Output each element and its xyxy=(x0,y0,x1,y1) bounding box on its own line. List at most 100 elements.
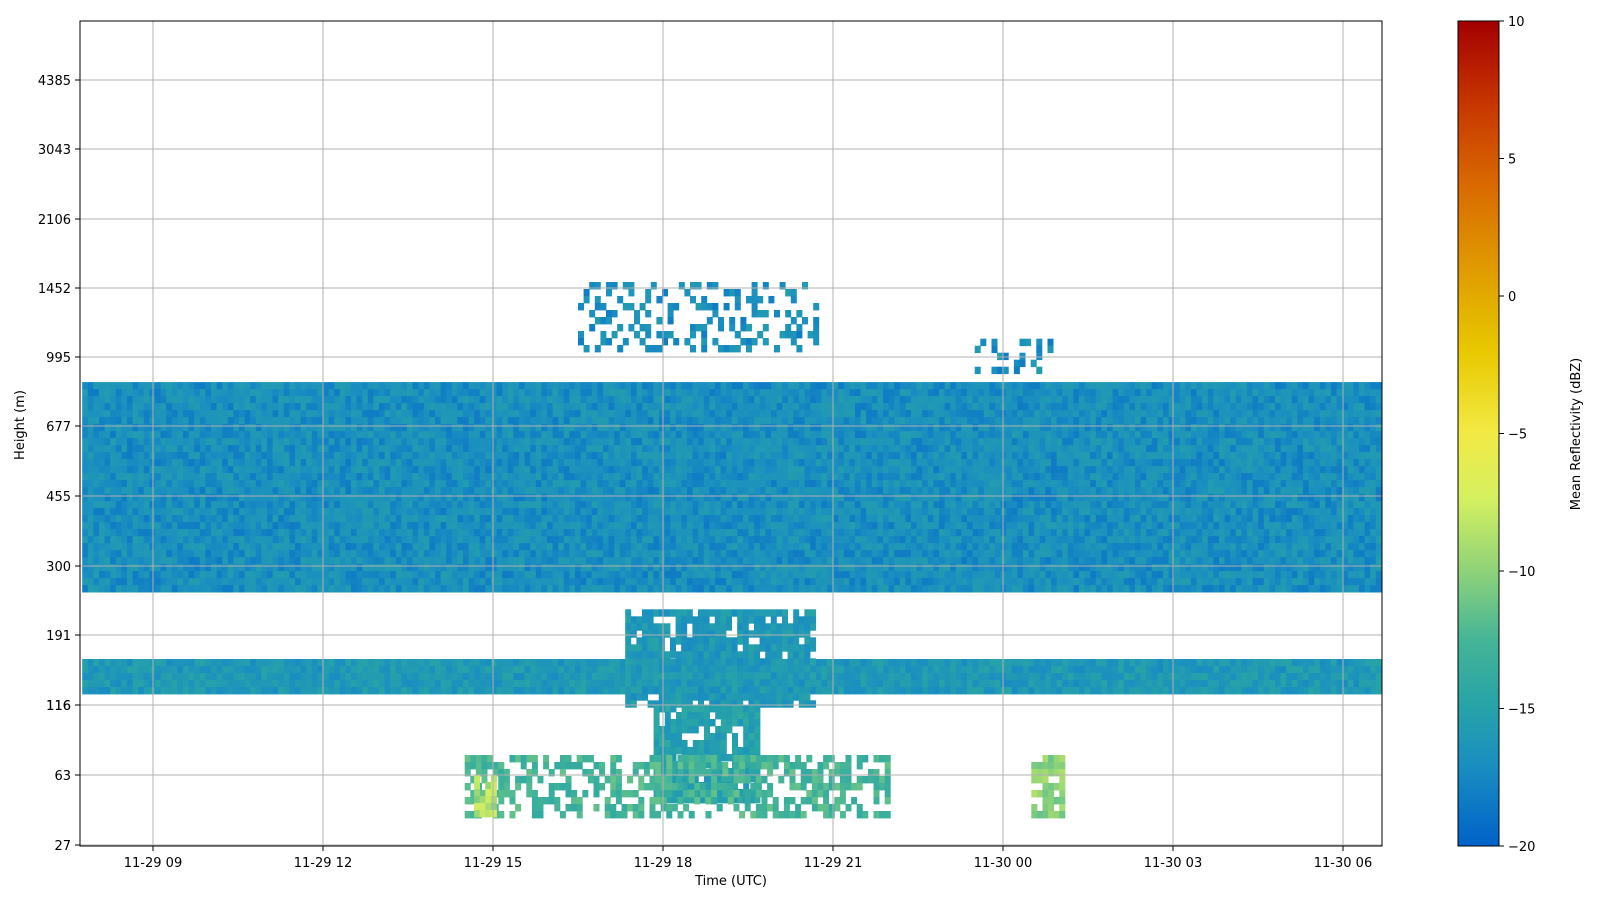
heatmap-cell xyxy=(199,410,206,418)
heatmap-cell xyxy=(328,417,335,425)
heatmap-cell xyxy=(339,585,346,593)
heatmap-cell xyxy=(849,480,856,488)
heatmap-cell xyxy=(558,522,565,530)
heatmap-cell xyxy=(995,410,1001,418)
heatmap-cell xyxy=(765,431,772,439)
heatmap-cell xyxy=(703,515,710,523)
heatmap-cell xyxy=(608,459,615,467)
heatmap-cell xyxy=(93,438,100,446)
heatmap-cell xyxy=(306,466,313,474)
heatmap-cell xyxy=(1006,389,1013,397)
heatmap-cell xyxy=(899,564,906,572)
heatmap-cell xyxy=(580,431,587,439)
heatmap-cell xyxy=(507,389,514,397)
heatmap-cell xyxy=(698,536,705,544)
heatmap-cell xyxy=(838,473,845,481)
heatmap-cell xyxy=(479,585,486,593)
heatmap-cell xyxy=(1000,438,1007,446)
heatmap-cell xyxy=(698,466,705,474)
heatmap-cell xyxy=(127,557,133,565)
heatmap-cell xyxy=(379,473,385,481)
heatmap-cell xyxy=(328,557,335,565)
heatmap-cell xyxy=(647,452,654,460)
heatmap-cell xyxy=(233,522,240,530)
heatmap-cell xyxy=(586,403,593,411)
heatmap-cell xyxy=(127,578,133,586)
heatmap-cell xyxy=(586,585,593,593)
heatmap-cell xyxy=(149,571,156,579)
heatmap-cell xyxy=(519,389,525,397)
heatmap-cell xyxy=(911,494,917,502)
heatmap-cell xyxy=(580,403,587,411)
heatmap-cell xyxy=(597,557,604,565)
heatmap-cell xyxy=(379,389,385,397)
heatmap-cell xyxy=(950,389,957,397)
heatmap-cell xyxy=(440,536,447,544)
heatmap-cell xyxy=(614,543,621,551)
heatmap-cell xyxy=(961,578,968,586)
heatmap-cell xyxy=(894,550,901,558)
heatmap-cell xyxy=(362,585,369,593)
heatmap-cell xyxy=(675,403,682,411)
heatmap-cell xyxy=(457,564,464,572)
heatmap-cell xyxy=(261,508,268,516)
heatmap-cell xyxy=(177,417,184,425)
heatmap-cell xyxy=(93,543,100,551)
heatmap-cell xyxy=(698,515,705,523)
heatmap-cell xyxy=(177,424,184,432)
heatmap-cell xyxy=(160,445,167,453)
heatmap-cell xyxy=(199,557,206,565)
heatmap-cell xyxy=(99,396,105,404)
heatmap-cell xyxy=(675,466,682,474)
heatmap-cell xyxy=(1006,543,1013,551)
heatmap-cell xyxy=(563,480,570,488)
heatmap-cell xyxy=(132,557,139,565)
heatmap-cell xyxy=(883,480,889,488)
heatmap-cell xyxy=(390,515,397,523)
heatmap-cell xyxy=(698,508,705,516)
heatmap-cell xyxy=(496,480,503,488)
heatmap-cell xyxy=(675,459,682,467)
heatmap-cell xyxy=(944,438,951,446)
heatmap-cell xyxy=(905,473,912,481)
heatmap-cell xyxy=(636,557,643,565)
heatmap-cell xyxy=(384,564,391,572)
heatmap-cell xyxy=(99,487,105,495)
heatmap-cell xyxy=(586,557,593,565)
heatmap-cell xyxy=(776,459,783,467)
heatmap-cell xyxy=(877,522,884,530)
heatmap-cell xyxy=(631,515,637,523)
heatmap-cell xyxy=(99,403,105,411)
heatmap-cell xyxy=(731,452,738,460)
heatmap-cell xyxy=(93,382,100,390)
heatmap-cell xyxy=(496,431,503,439)
heatmap-cell xyxy=(591,473,598,481)
heatmap-cell xyxy=(787,389,794,397)
heatmap-cell xyxy=(216,557,223,565)
heatmap-cell xyxy=(838,396,845,404)
heatmap-cell xyxy=(983,452,990,460)
heatmap-cell xyxy=(636,396,643,404)
heatmap-cell xyxy=(345,501,352,509)
heatmap-cell xyxy=(166,403,173,411)
heatmap-cell xyxy=(670,585,677,593)
heatmap-cell xyxy=(586,473,593,481)
heatmap-cell xyxy=(922,459,929,467)
heatmap-cell xyxy=(423,543,430,551)
heatmap-cell xyxy=(401,515,408,523)
heatmap-cell xyxy=(93,487,100,495)
heatmap-cell xyxy=(586,550,593,558)
heatmap-cell xyxy=(278,494,285,502)
heatmap-cell xyxy=(295,382,301,390)
heatmap-cell xyxy=(345,522,352,530)
heatmap-cell xyxy=(367,480,374,488)
heatmap-cell xyxy=(754,396,761,404)
heatmap-cell xyxy=(351,529,357,537)
heatmap-cell xyxy=(479,438,486,446)
heatmap-cell xyxy=(261,382,268,390)
heatmap-cell xyxy=(899,494,906,502)
heatmap-cell xyxy=(104,550,111,558)
heatmap-cell xyxy=(149,487,156,495)
heatmap-cell xyxy=(535,515,542,523)
heatmap-cell xyxy=(502,382,509,390)
